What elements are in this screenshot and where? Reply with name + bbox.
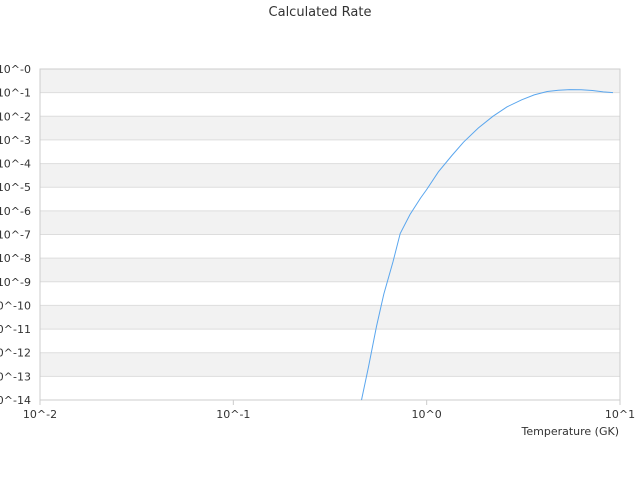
x-axis-label: Temperature (GK): [521, 425, 620, 438]
y-tick-label: 10^-8: [0, 252, 31, 265]
y-tick-label: 10^-5: [0, 181, 31, 194]
x-tick-label: 10^-1: [216, 408, 250, 421]
x-axis-ticks: 10^-2 10^-1 10^0 10^1: [23, 400, 635, 421]
y-tick-label: 10^-6: [0, 205, 31, 218]
grid-bands: [40, 69, 620, 377]
grid-lines: [40, 68, 620, 401]
grid-band: [40, 69, 620, 93]
y-tick-label: 10^-4: [0, 158, 31, 171]
y-tick-label: 10^-3: [0, 134, 31, 147]
y-tick-label: 10^-1: [0, 87, 31, 100]
y-tick-label: 10^-12: [0, 347, 31, 360]
series-line: [361, 89, 614, 401]
x-tick-label: 10^1: [605, 408, 635, 421]
plot-frame: [39, 68, 621, 401]
grid-band: [40, 258, 620, 282]
y-tick-label: 10^-13: [0, 370, 31, 383]
y-tick-label: 10^-14: [0, 394, 31, 407]
y-tick-label: 10^-0: [0, 63, 31, 76]
y-tick-label: 10^-9: [0, 276, 31, 289]
x-tick-label: 10^-2: [23, 408, 57, 421]
x-tick-label: 10^0: [412, 408, 442, 421]
y-tick-label: 10^-7: [0, 229, 31, 242]
grid-band: [40, 352, 620, 377]
y-axis-ticks: 10^-0 10^-1 10^-2 10^-3 10^-4 10^-5 10^-6 10^-7…: [0, 63, 31, 407]
y-tick-label: 10^-10: [0, 299, 31, 312]
grid-band: [40, 163, 620, 188]
grid-band: [40, 116, 620, 140]
chart-title: Calculated Rate: [269, 5, 372, 20]
y-tick-label: 10^-11: [0, 323, 31, 336]
grid-band: [40, 305, 620, 330]
grid-band: [40, 210, 620, 235]
y-tick-label: 10^-2: [0, 110, 31, 123]
